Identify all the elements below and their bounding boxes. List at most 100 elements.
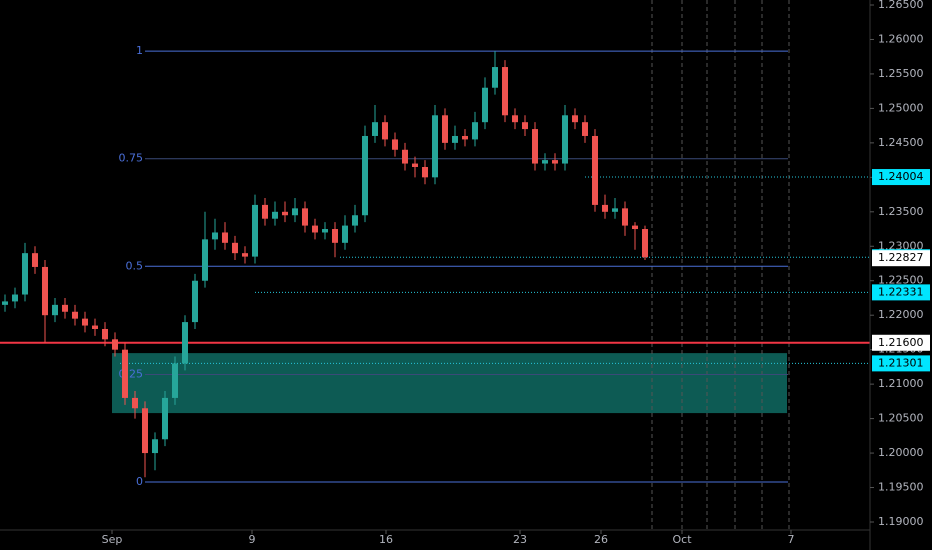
- candle-body: [332, 229, 338, 243]
- candle-body: [252, 204, 258, 257]
- candle-body: [322, 229, 328, 233]
- candle-body: [12, 294, 18, 302]
- x-tick-label: Sep: [102, 533, 123, 546]
- y-tick-label: 1.20000: [878, 446, 924, 459]
- candle-body: [102, 328, 108, 340]
- candle-body: [632, 225, 638, 230]
- candle-body: [32, 253, 38, 267]
- zone: [112, 353, 787, 414]
- fib-label: 0: [136, 475, 143, 488]
- candle-body: [72, 311, 78, 319]
- candle-body: [312, 225, 318, 233]
- candle-body: [582, 122, 588, 136]
- candle-body: [502, 67, 508, 116]
- candle-body: [342, 225, 348, 243]
- candle-body: [482, 87, 488, 123]
- candle-body: [52, 304, 58, 316]
- price-level-label-box: [872, 169, 930, 186]
- candle-body: [142, 408, 148, 454]
- candle-body: [562, 115, 568, 164]
- x-tick-label: 7: [788, 533, 795, 546]
- candle-body: [82, 318, 88, 326]
- candle-body: [522, 122, 528, 130]
- y-tick-label: 1.25000: [878, 101, 924, 114]
- red-level-label-box: [872, 334, 930, 351]
- candle-body: [622, 208, 628, 226]
- candle-body: [592, 135, 598, 205]
- candle-body: [402, 149, 408, 164]
- candle-body: [552, 160, 558, 164]
- candle-body: [92, 325, 98, 329]
- price-level-label: 1.22331: [878, 285, 924, 298]
- candle-body: [42, 266, 48, 316]
- candle-body: [222, 232, 228, 243]
- candle-body: [2, 301, 8, 305]
- candle-body: [352, 215, 358, 226]
- candle-body: [242, 253, 248, 257]
- last-price-label: 1.22827: [878, 251, 924, 264]
- candle-body: [572, 115, 578, 123]
- y-tick-label: 1.22500: [878, 274, 924, 287]
- price-level-label: 1.24004: [878, 170, 924, 183]
- candle-body: [442, 115, 448, 143]
- candle-body: [602, 204, 608, 212]
- price-level-label-box: [872, 284, 930, 301]
- candle-body: [172, 363, 178, 398]
- fib-label: 0.75: [119, 152, 144, 165]
- candle-body: [112, 339, 118, 350]
- price-level-label-box: [872, 355, 930, 372]
- x-tick-label: 23: [513, 533, 527, 546]
- candle-body: [412, 163, 418, 167]
- x-tick-label: 9: [249, 533, 256, 546]
- candle-body: [202, 239, 208, 281]
- candle-body: [362, 135, 368, 216]
- red-level-label: 1.21600: [878, 336, 924, 349]
- y-tick-label: 1.23000: [878, 239, 924, 252]
- candle-body: [212, 232, 218, 240]
- x-tick-label: 26: [594, 533, 608, 546]
- candle-body: [452, 135, 458, 143]
- candle-body: [382, 122, 388, 140]
- candle-body: [612, 208, 618, 212]
- y-tick-label: 1.25500: [878, 67, 924, 80]
- candle-body: [182, 322, 188, 364]
- candle-body: [532, 129, 538, 164]
- y-tick-label: 1.26500: [878, 0, 924, 11]
- last-price-label-box: [872, 250, 930, 267]
- candle-body: [642, 229, 648, 258]
- candle-body: [302, 208, 308, 226]
- candle-body: [472, 122, 478, 140]
- y-tick-label: 1.19500: [878, 481, 924, 494]
- candle-body: [372, 122, 378, 136]
- candle-body: [22, 253, 28, 295]
- x-tick-label: Oct: [672, 533, 692, 546]
- y-tick-label: 1.19000: [878, 515, 924, 528]
- y-tick-label: 1.20500: [878, 412, 924, 425]
- price-level-label: 1.21301: [878, 356, 924, 369]
- candle-body: [432, 115, 438, 178]
- candle-body: [392, 139, 398, 150]
- candle-body: [492, 67, 498, 88]
- candle-body: [122, 349, 128, 398]
- candle-body: [512, 115, 518, 123]
- candle-body: [132, 397, 138, 409]
- candle-body: [152, 439, 158, 454]
- candle-body: [282, 211, 288, 216]
- fib-label: 0.5: [126, 259, 144, 272]
- y-tick-label: 1.26000: [878, 32, 924, 45]
- candle-body: [272, 211, 278, 219]
- candle-body: [462, 135, 468, 140]
- y-tick-label: 1.23500: [878, 205, 924, 218]
- price-axis: [870, 0, 932, 550]
- y-tick-label: 1.24500: [878, 136, 924, 149]
- candle-body: [192, 280, 198, 323]
- y-tick-label: 1.22000: [878, 308, 924, 321]
- y-tick-label: 1.21000: [878, 377, 924, 390]
- fib-label: 1: [136, 44, 143, 57]
- candle-body: [162, 397, 168, 440]
- candle-body: [232, 242, 238, 254]
- candle-body: [292, 208, 298, 216]
- candle-body: [542, 160, 548, 164]
- x-tick-label: 16: [379, 533, 393, 546]
